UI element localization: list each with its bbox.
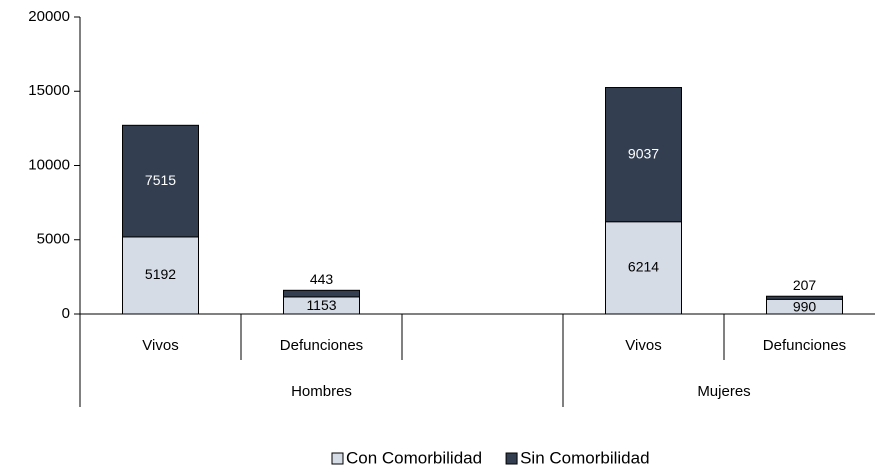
bar-segment — [283, 289, 360, 298]
y-tick-label: 20000 — [28, 8, 70, 25]
legend-swatch — [331, 452, 344, 465]
bar-segment — [122, 236, 199, 315]
bar-segment — [766, 295, 843, 300]
x-tick-label: Defunciones — [280, 337, 363, 354]
legend-label: Con Comorbilidad — [346, 448, 482, 467]
data-label: 5192 — [145, 266, 176, 282]
data-label: 990 — [793, 298, 817, 314]
y-tick-label: 0 — [62, 305, 70, 322]
x-tick-label: Vivos — [142, 337, 178, 354]
data-label: 9037 — [628, 145, 659, 161]
data-label: 1153 — [306, 297, 336, 313]
x-tick-label: Defunciones — [763, 337, 846, 354]
legend-label: Sin Comorbilidad — [520, 448, 649, 467]
data-label: 6214 — [628, 259, 659, 275]
data-label: 207 — [793, 277, 817, 293]
x-tick-label: Vivos — [625, 337, 661, 354]
y-tick-label: 15000 — [28, 82, 70, 99]
y-tick-label: 5000 — [37, 231, 70, 248]
data-label: 7515 — [145, 172, 176, 188]
legend-swatch — [505, 452, 518, 465]
y-tick-label: 10000 — [28, 156, 70, 173]
group-label: Mujeres — [697, 383, 750, 400]
bar-segment — [122, 124, 199, 238]
bar-segment — [605, 87, 682, 223]
group-label: Hombres — [291, 383, 352, 400]
data-label: 443 — [310, 271, 334, 287]
